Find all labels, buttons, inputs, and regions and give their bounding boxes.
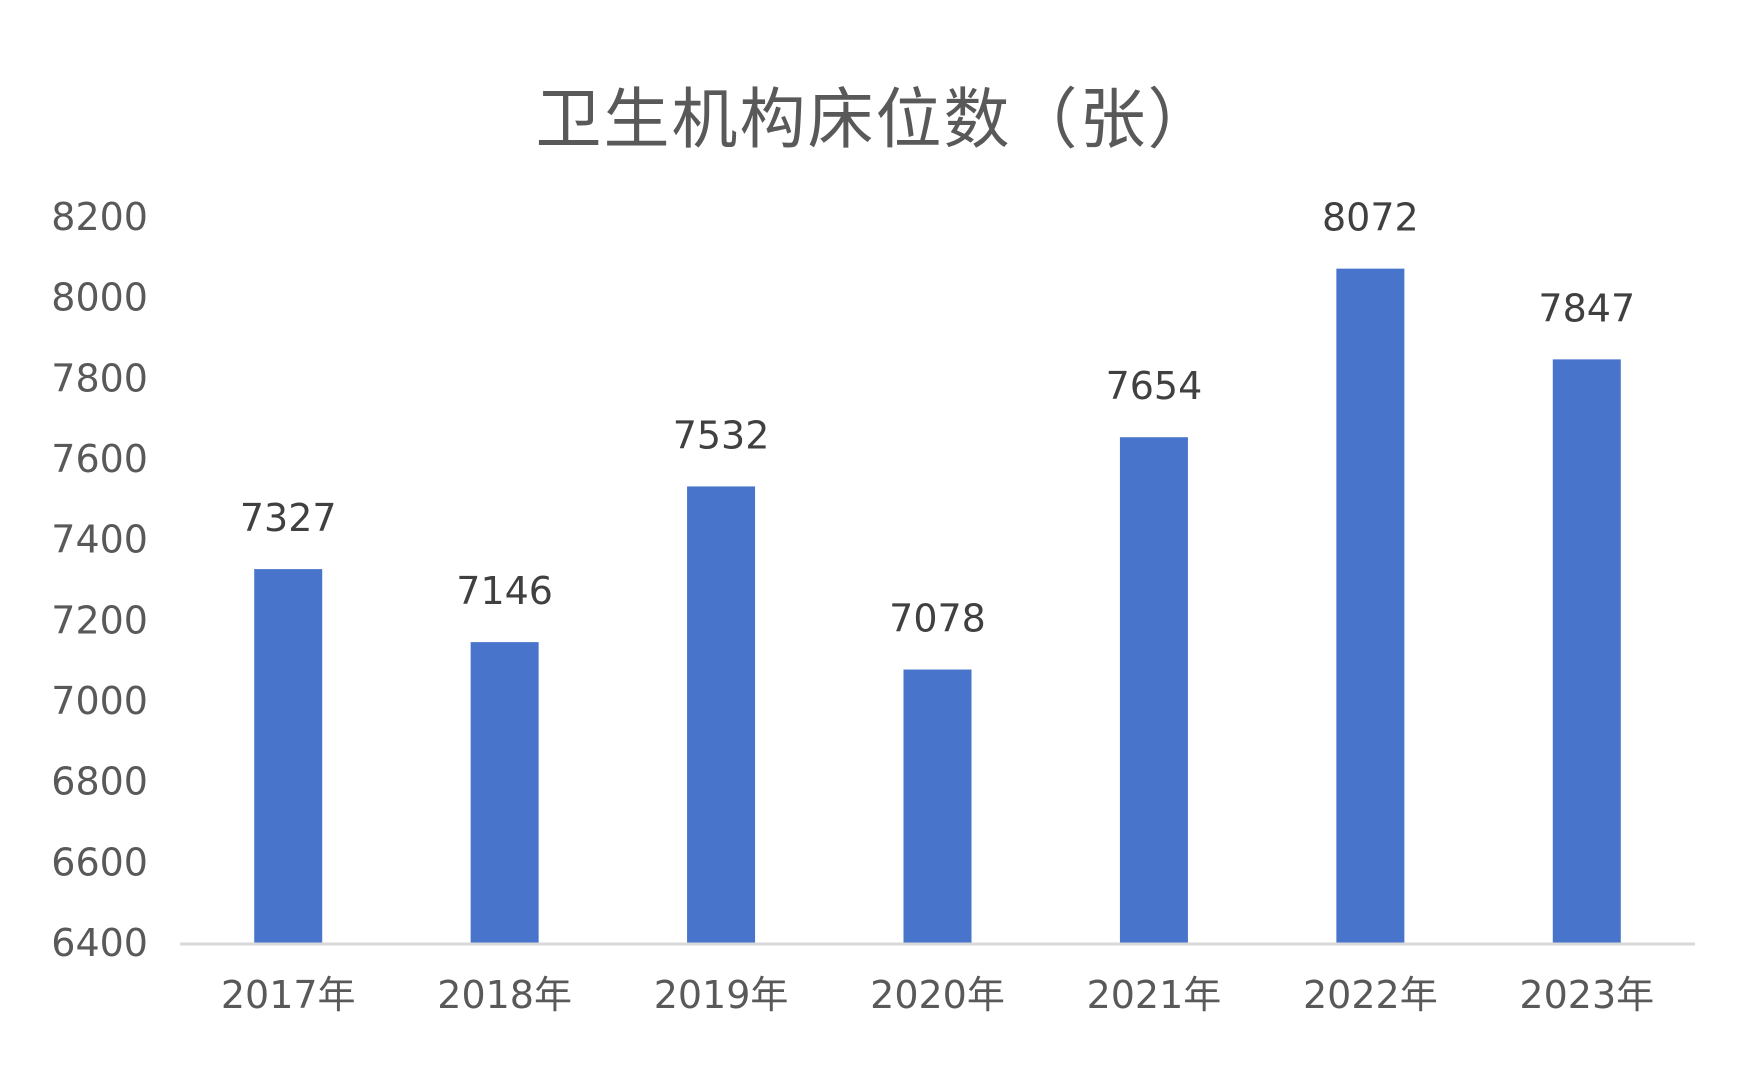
data-labels-group: 7327 7146 7532 7078 7654 8072 7847 — [240, 196, 1635, 641]
bar — [470, 642, 539, 943]
y-tick-label: 6800 — [51, 760, 148, 804]
chart-title: 卫生机构床位数（张） — [535, 81, 1216, 158]
y-tick-label: 7800 — [51, 356, 148, 400]
y-tick-label: 8000 — [51, 276, 148, 320]
x-tick-label: 2023年 — [1519, 973, 1654, 1017]
data-label: 7847 — [1538, 286, 1635, 330]
data-label: 7532 — [673, 413, 770, 457]
x-tick-label: 2019年 — [654, 973, 789, 1017]
data-label: 8072 — [1322, 196, 1419, 240]
bar — [1552, 359, 1621, 943]
bar — [254, 569, 323, 943]
data-label: 7078 — [889, 597, 986, 641]
x-tick-label: 2020年 — [870, 973, 1005, 1017]
data-label: 7146 — [456, 569, 553, 613]
y-tick-label: 7200 — [51, 598, 148, 642]
bar — [1336, 268, 1405, 943]
x-tick-label: 2021年 — [1087, 973, 1222, 1017]
bar — [687, 486, 756, 943]
x-tick-label: 2018年 — [437, 973, 572, 1017]
x-axis-ticks: 2017年 2018年 2019年 2020年 2021年 2022年 2023年 — [221, 973, 1654, 1017]
y-tick-label: 6600 — [51, 840, 148, 884]
y-tick-label: 6400 — [51, 921, 148, 965]
data-label: 7654 — [1106, 364, 1203, 408]
y-axis-ticks: 6400 6600 6800 7000 7200 7400 7600 7800 8000 8200 — [51, 195, 148, 965]
x-tick-label: 2022年 — [1303, 973, 1438, 1017]
bar — [903, 669, 972, 943]
y-tick-label: 7600 — [51, 437, 148, 481]
bar — [1119, 437, 1188, 943]
y-tick-label: 8200 — [51, 195, 148, 239]
bars-group — [254, 268, 1621, 943]
y-tick-label: 7400 — [51, 518, 148, 562]
y-tick-label: 7000 — [51, 679, 148, 723]
x-tick-label: 2017年 — [221, 973, 356, 1017]
data-label: 7327 — [240, 496, 337, 540]
